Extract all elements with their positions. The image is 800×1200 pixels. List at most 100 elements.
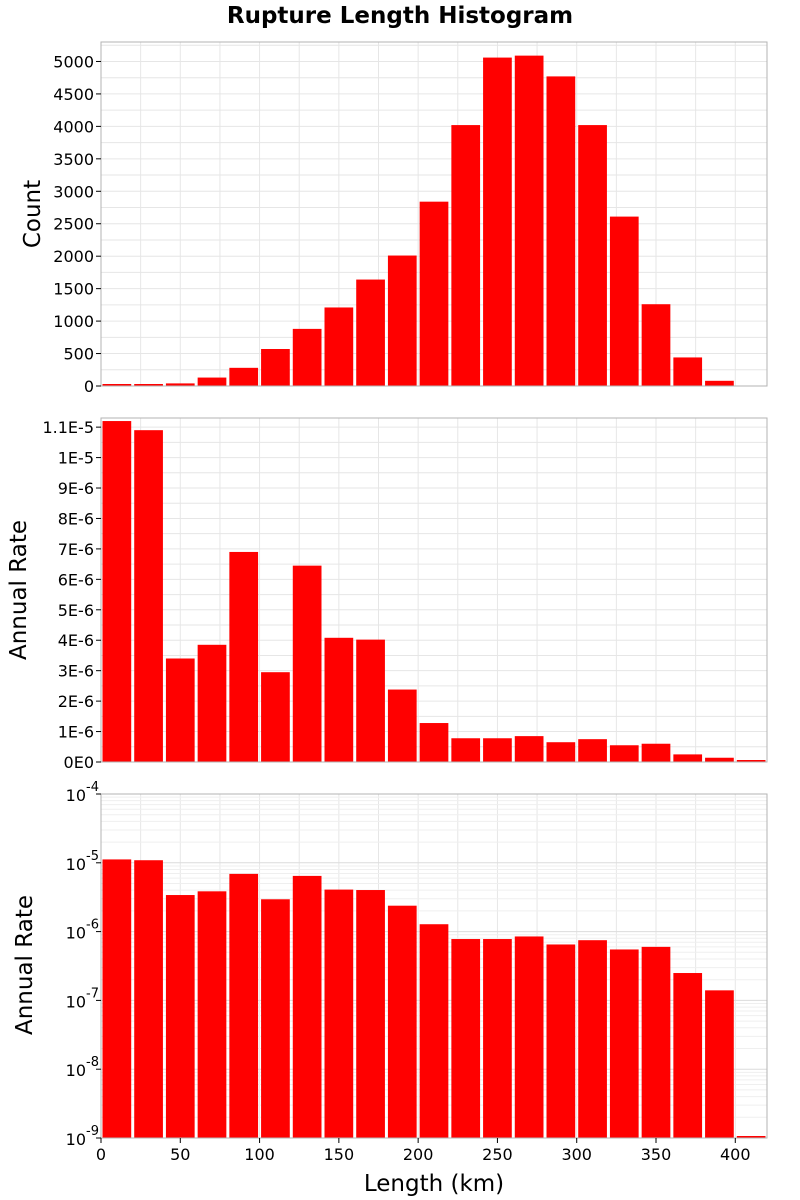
- histogram-bar: [229, 551, 259, 762]
- histogram-bar: [387, 905, 417, 1138]
- histogram-bar: [324, 889, 354, 1138]
- tick-exponent: -4: [86, 780, 99, 795]
- histogram-bar: [705, 757, 734, 762]
- bars-2: [102, 859, 766, 1138]
- y-tick-label: 1500: [53, 280, 94, 299]
- histogram-bar: [419, 924, 449, 1138]
- y-tick-label: 3500: [53, 150, 94, 169]
- y-tick-label: 0: [84, 377, 94, 396]
- histogram-bar: [514, 55, 544, 386]
- histogram-bar: [673, 357, 703, 386]
- histogram-bar: [609, 745, 639, 762]
- tick-exponent: -8: [86, 1055, 99, 1070]
- y-tick-label: 2000: [53, 247, 94, 266]
- count-y-axis-label: Count: [20, 180, 46, 248]
- histogram-bar: [261, 349, 290, 386]
- chart-title: Rupture Length Histogram: [227, 3, 573, 29]
- y-tick-label: 2E-6: [58, 692, 94, 711]
- histogram-bar: [387, 689, 417, 762]
- y-tick-label: 500: [63, 345, 94, 364]
- tick-exponent: -7: [86, 986, 99, 1001]
- log-rate-y-axis-label: Annual Rate: [12, 895, 38, 1035]
- tick-base: 10: [66, 1130, 86, 1149]
- plot-frame-0: [100, 41, 768, 387]
- histogram-bar: [292, 565, 322, 762]
- histogram-bar: [292, 328, 322, 386]
- histogram-bar: [356, 279, 385, 386]
- y-ticks-1: 0E0 1E-6 2E-6 3E-6 4E-6 5E-6 6E-6 7E-6 8E-6 9E-6 1…: [42, 418, 101, 772]
- histogram-bar: [514, 736, 544, 762]
- histogram-bar: [609, 216, 639, 386]
- histogram-bar: [134, 384, 163, 386]
- histogram-bar: [609, 949, 639, 1138]
- histogram-bar: [356, 890, 385, 1138]
- histogram-bar: [356, 639, 385, 762]
- histogram-bar: [324, 307, 354, 386]
- histogram-bar: [102, 859, 132, 1138]
- histogram-bar: [641, 304, 671, 386]
- y-ticks-2: 10-910-810-710-610-510-4: [66, 780, 101, 1149]
- x-tick-label: 100: [244, 1145, 275, 1164]
- histogram-bar: [197, 644, 227, 762]
- histogram-bar: [546, 742, 576, 762]
- tick-base: 10: [66, 855, 86, 874]
- histogram-bar: [578, 940, 607, 1138]
- y-tick-label: 8E-6: [58, 509, 94, 528]
- y-tick-label: 10-5: [66, 849, 99, 874]
- y-tick-label: 4E-6: [58, 631, 94, 650]
- histogram-bar: [102, 421, 132, 762]
- histogram-bar: [483, 738, 512, 762]
- plot-frame-1: [100, 417, 768, 763]
- tick-base: 10: [66, 786, 86, 805]
- rate-y-axis-label: Annual Rate: [6, 520, 32, 660]
- histogram-bar: [673, 973, 703, 1138]
- histogram-bar: [324, 637, 354, 762]
- y-tick-label: 6E-6: [58, 570, 94, 589]
- histogram-bar: [546, 944, 576, 1138]
- histogram-bar: [578, 125, 607, 386]
- histogram-bar: [197, 377, 227, 386]
- histogram-bar: [578, 739, 607, 762]
- histogram-bar: [292, 875, 322, 1138]
- tick-exponent: -6: [86, 918, 99, 933]
- y-tick-label: 3000: [53, 182, 94, 201]
- histogram-bar: [387, 255, 417, 386]
- histogram-bar: [546, 76, 576, 387]
- histogram-bar: [261, 672, 290, 762]
- y-tick-label: 4500: [53, 85, 94, 104]
- histogram-bar: [165, 658, 195, 762]
- count-histogram-panel: 0 500 1000 1500 2000 2500 3000 3500 4000 4500 5000: [53, 41, 768, 396]
- y-tick-label: 10-4: [66, 780, 99, 805]
- x-tick-label: 200: [403, 1145, 434, 1164]
- histogram-bar: [451, 125, 481, 386]
- x-tick-label: 350: [641, 1145, 672, 1164]
- histogram-bar: [197, 891, 227, 1138]
- histogram-bar: [165, 383, 195, 386]
- y-tick-label: 5E-6: [58, 601, 94, 620]
- histogram-bar: [483, 939, 512, 1138]
- y-tick-label: 1.1E-5: [42, 418, 94, 437]
- histogram-bar: [451, 738, 481, 762]
- y-tick-label: 10-9: [66, 1124, 99, 1149]
- x-tick-label: 400: [720, 1145, 751, 1164]
- y-tick-label: 1E-5: [58, 449, 94, 468]
- y-tick-label: 10-8: [66, 1055, 99, 1080]
- y-tick-label: 1E-6: [58, 723, 94, 742]
- tick-base: 10: [66, 1061, 86, 1080]
- y-tick-label: 0E0: [64, 753, 94, 772]
- histogram-bar: [641, 946, 671, 1138]
- annual-rate-log-panel: 10-910-810-710-610-510-40 50 100 150 200 250 3…: [66, 780, 768, 1164]
- x-tick-label: 0: [96, 1145, 106, 1164]
- y-tick-label: 10-7: [66, 986, 99, 1011]
- histogram-bar: [673, 754, 703, 762]
- histogram-bar: [483, 57, 512, 386]
- histogram-bar: [451, 939, 481, 1138]
- y-tick-label: 10-6: [66, 918, 99, 943]
- tick-base: 10: [66, 924, 86, 943]
- x-axis-label: Length (km): [364, 1171, 504, 1197]
- bars-1: [102, 421, 766, 762]
- x-tick-label: 150: [324, 1145, 355, 1164]
- x-ticks-2: 0 50 100 150 200 250 300 350 400: [96, 1138, 751, 1164]
- x-tick-label: 300: [561, 1145, 592, 1164]
